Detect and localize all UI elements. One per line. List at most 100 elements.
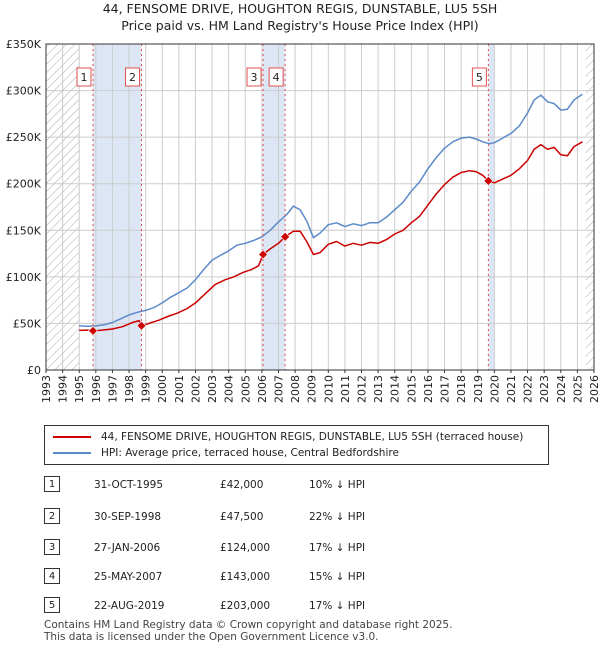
chart-legend: 44, FENSOME DRIVE, HOUGHTON REGIS, DUNST… <box>44 425 549 465</box>
x-tick-label: 2019 <box>472 375 485 403</box>
x-tick-label: 1999 <box>140 375 153 403</box>
x-tick-label: 2026 <box>588 375 600 403</box>
y-tick-label: £300K <box>6 85 42 98</box>
x-tick-label: 2020 <box>488 375 501 403</box>
x-tick-label: 1995 <box>73 375 86 403</box>
sale-period-shade <box>263 44 286 370</box>
sale-row: 1 31-OCT-1995 £42,000 10% ↓ HPI <box>44 476 564 496</box>
sale-point <box>483 175 494 186</box>
sale-number-label: 4 <box>273 71 280 84</box>
y-tick-label: £150K <box>6 224 42 237</box>
sale-point <box>280 231 291 242</box>
sale-number-badge: 5 <box>44 597 60 613</box>
legend-swatch-property <box>53 436 91 438</box>
sale-row: 5 22-AUG-2019 £203,000 17% ↓ HPI <box>44 597 564 617</box>
property-price-line <box>79 141 583 332</box>
legend-item-property: 44, FENSOME DRIVE, HOUGHTON REGIS, DUNST… <box>53 431 523 443</box>
plot-frame <box>45 43 595 371</box>
sale-hpi-diff: 17% ↓ HPI <box>309 600 366 612</box>
sale-price: £47,500 <box>220 511 264 523</box>
attribution-footer: Contains HM Land Registry data © Crown c… <box>44 619 452 643</box>
sale-row: 3 27-JAN-2006 £124,000 17% ↓ HPI <box>44 539 564 559</box>
sale-point <box>136 320 147 331</box>
x-tick-label: 1993 <box>40 375 53 403</box>
x-tick-label: 2016 <box>422 375 435 403</box>
sale-period-shade <box>92 44 142 370</box>
sale-point <box>88 325 98 336</box>
x-tick-label: 2023 <box>538 375 551 403</box>
sale-row: 2 30-SEP-1998 £47,500 22% ↓ HPI <box>44 508 564 528</box>
sale-date: 30-SEP-1998 <box>94 511 162 523</box>
x-tick-label: 2012 <box>356 375 369 403</box>
x-tick-label: 2007 <box>272 375 285 403</box>
y-tick-label: £0 <box>27 364 41 377</box>
y-tick-label: £250K <box>6 131 42 144</box>
sale-period-shade <box>488 44 495 370</box>
y-tick-label: £50K <box>13 317 42 330</box>
sale-number-badge: 4 <box>44 568 60 584</box>
x-tick-label: 1998 <box>123 375 136 403</box>
x-tick-label: 1996 <box>90 375 103 403</box>
y-tick-label: £350K <box>6 38 42 51</box>
x-tick-label: 2003 <box>206 375 219 403</box>
title-line-2: Price paid vs. HM Land Registry's House … <box>121 18 479 33</box>
x-tick-label: 2011 <box>339 375 352 403</box>
footer-line-1: Contains HM Land Registry data © Crown c… <box>44 619 453 631</box>
x-tick-label: 2021 <box>505 375 518 403</box>
sale-date: 31-OCT-1995 <box>94 479 163 491</box>
hatched-region-after <box>585 44 594 370</box>
x-tick-label: 2008 <box>289 375 302 403</box>
sale-hpi-diff: 10% ↓ HPI <box>309 479 366 491</box>
sale-date: 22-AUG-2019 <box>94 600 165 612</box>
sale-number-label: 3 <box>251 71 258 84</box>
sale-price: £124,000 <box>220 542 271 554</box>
legend-label-hpi: HPI: Average price, terraced house, Cent… <box>101 447 399 459</box>
y-tick-label: £100K <box>6 271 42 284</box>
x-tick-label: 1994 <box>57 375 70 403</box>
x-tick-label: 1997 <box>106 375 119 403</box>
x-tick-label: 2004 <box>223 375 236 403</box>
sale-number-label: 5 <box>476 71 483 84</box>
sale-number-box <box>246 67 262 87</box>
x-tick-label: 2000 <box>156 375 169 403</box>
sale-price: £143,000 <box>220 571 271 583</box>
sale-price: £203,000 <box>220 600 271 612</box>
legend-item-hpi: HPI: Average price, terraced house, Cent… <box>53 447 399 459</box>
sale-number-box <box>268 67 284 87</box>
sale-number-box <box>471 67 487 87</box>
sale-point <box>258 249 268 260</box>
x-tick-label: 2022 <box>522 375 535 403</box>
hpi-line <box>79 93 583 327</box>
sale-number-badge: 3 <box>44 539 60 555</box>
price-chart: 1 2 3 4 5 £0 £50K £100K £150K £200K £250K £300K £35… <box>6 38 600 403</box>
sale-hpi-diff: 17% ↓ HPI <box>309 542 366 554</box>
x-tick-label: 2002 <box>189 375 202 403</box>
sale-date: 25-MAY-2007 <box>94 571 163 583</box>
sale-row: 4 25-MAY-2007 £143,000 15% ↓ HPI <box>44 568 564 588</box>
title-line-1: 44, FENSOME DRIVE, HOUGHTON REGIS, DUNST… <box>102 1 498 16</box>
sale-price: £42,000 <box>220 479 264 491</box>
footer-line-2: This data is licensed under the Open Gov… <box>44 631 379 643</box>
legend-swatch-hpi <box>53 452 91 454</box>
x-tick-label: 2010 <box>322 375 335 403</box>
x-tick-label: 2005 <box>239 375 252 403</box>
y-tick-label: £200K <box>6 178 42 191</box>
x-tick-label: 2014 <box>389 375 402 403</box>
sale-number-box <box>124 67 140 87</box>
x-tick-label: 2009 <box>306 375 319 403</box>
x-tick-label: 2018 <box>455 375 468 403</box>
sale-hpi-diff: 15% ↓ HPI <box>309 571 366 583</box>
x-tick-label: 2017 <box>439 375 452 403</box>
sale-number-box <box>76 67 92 87</box>
x-tick-label: 2001 <box>173 375 186 403</box>
x-tick-label: 2015 <box>405 375 418 403</box>
legend-label-property: 44, FENSOME DRIVE, HOUGHTON REGIS, DUNST… <box>101 431 524 443</box>
sale-hpi-diff: 22% ↓ HPI <box>309 511 366 523</box>
sale-number-label: 1 <box>80 71 87 84</box>
sale-date: 27-JAN-2006 <box>94 542 161 554</box>
x-tick-label: 2025 <box>571 375 584 403</box>
sale-number-badge: 2 <box>44 508 60 524</box>
sale-number-label: 2 <box>129 71 136 84</box>
chart-title: 44, FENSOME DRIVE, HOUGHTON REGIS, DUNST… <box>0 0 600 34</box>
sale-number-badge: 1 <box>44 476 60 492</box>
